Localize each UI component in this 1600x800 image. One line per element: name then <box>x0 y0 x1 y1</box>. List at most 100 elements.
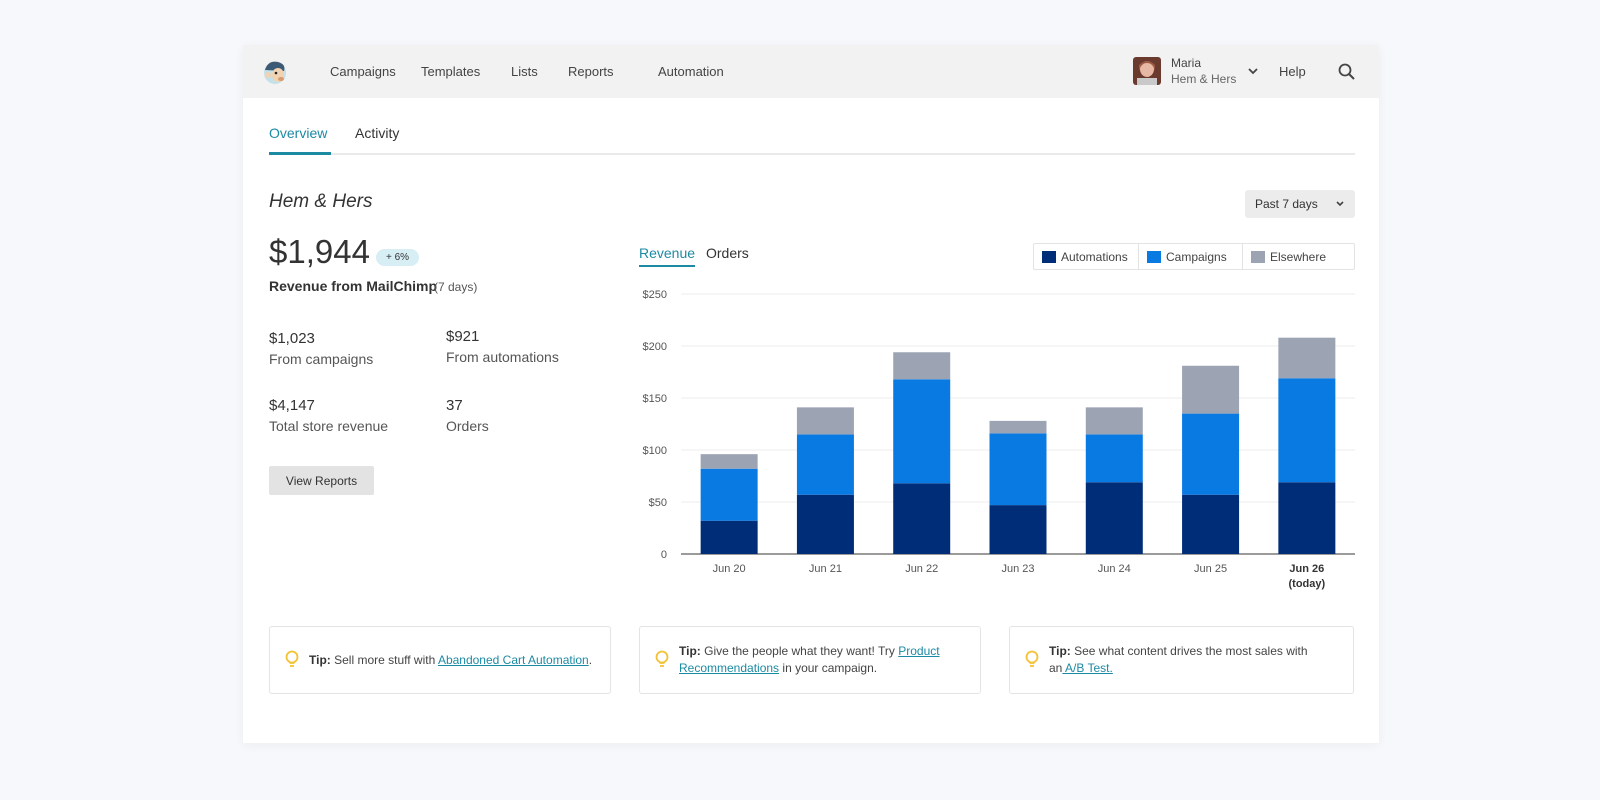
chevron-down-icon[interactable] <box>1246 66 1260 76</box>
tip-card: Tip: Sell more stuff with Abandoned Cart… <box>269 626 611 694</box>
y-tick-label: $100 <box>643 445 667 457</box>
revenue-bar-chart: $250 $200 $150 $100 $50 0 Jun 20 Jun 21 Jun 22 Ju… <box>643 289 1355 590</box>
tip-body: Give the people what they want! Try <box>700 644 899 658</box>
bar-segment-automations <box>1085 482 1143 554</box>
legend-item-elsewhere[interactable]: Elsewhere <box>1242 244 1354 269</box>
bar-segment-automations <box>796 494 854 554</box>
bar-segment-automations <box>1278 482 1336 554</box>
search-icon[interactable] <box>1337 62 1357 82</box>
bar-segment-elsewhere <box>989 420 1047 434</box>
y-tick-label: $150 <box>643 393 667 405</box>
user-org[interactable]: Hem & Hers <box>1171 72 1237 86</box>
user-photo-icon <box>1133 57 1161 85</box>
tabs-divider <box>269 153 1355 155</box>
bar-segment-automations <box>893 483 951 554</box>
tip-card: Tip: See what content drives the most sa… <box>1009 626 1354 694</box>
tab-activity[interactable]: Activity <box>355 125 400 141</box>
legend-item-campaigns[interactable]: Campaigns <box>1138 244 1242 269</box>
bar-segment-automations <box>700 520 758 554</box>
legend-label: Campaigns <box>1166 250 1227 264</box>
bar-segment-campaigns <box>893 379 951 484</box>
x-tick-label: Jun 24 <box>1098 563 1131 575</box>
bar-segment-elsewhere <box>1085 407 1143 435</box>
tip-end: . <box>588 653 593 667</box>
x-tick-label: Jun 26 <box>1289 563 1324 575</box>
chart-tab-orders[interactable]: Orders <box>706 245 749 261</box>
bar-segment-campaigns <box>989 433 1047 506</box>
nav-reports[interactable]: Reports <box>568 64 614 79</box>
tip-card: Tip: Give the people what they want! Try… <box>639 626 981 694</box>
y-tick-label: $50 <box>649 497 667 509</box>
chart-tab-revenue[interactable]: Revenue <box>639 245 696 261</box>
dashboard-card: Campaigns Templates Lists Reports Automa… <box>243 45 1379 743</box>
stat-store-revenue-value: $4,147 <box>269 397 315 414</box>
stat-orders-value: 37 <box>446 397 463 414</box>
product-recommendations-link[interactable]: Product Recommendations <box>679 644 940 675</box>
stat-automations-value: $921 <box>446 328 480 345</box>
revenue-change-badge: + 6% <box>376 249 419 266</box>
bar-segment-elsewhere <box>1278 337 1336 379</box>
legend-label: Automations <box>1061 250 1128 264</box>
bar-segment-elsewhere <box>796 407 854 435</box>
tip-label: Tip: <box>1049 644 1071 658</box>
tip-body: See what content drives the most sales w… <box>1049 644 1308 675</box>
tip-body: Sell more stuff with <box>330 653 438 667</box>
y-tick-label: $200 <box>643 341 667 353</box>
bar-segment-elsewhere <box>700 454 758 469</box>
lightbulb-icon <box>1025 650 1039 667</box>
stat-campaigns-value: $1,023 <box>269 330 315 347</box>
help-link[interactable]: Help <box>1279 64 1306 79</box>
ab-test-link[interactable]: A/B Test. <box>1062 661 1113 675</box>
chart-legend: Automations Campaigns Elsewhere <box>1033 243 1355 270</box>
abandoned-cart-link[interactable]: Abandoned Cart Automation <box>437 653 589 667</box>
nav-lists[interactable]: Lists <box>511 64 538 79</box>
tip-text: Tip: Give the people what they want! Try… <box>679 643 949 677</box>
stat-store-revenue-label: Total store revenue <box>269 418 389 434</box>
tip-label: Tip: <box>309 653 331 667</box>
chart-tab-active-indicator <box>639 265 695 267</box>
legend-swatch <box>1147 251 1161 263</box>
date-range-label: Past 7 days <box>1255 197 1318 211</box>
revenue-label: Revenue from MailChimp <box>269 278 438 294</box>
tab-overview[interactable]: Overview <box>269 125 328 141</box>
date-range-dropdown[interactable]: Past 7 days <box>1245 190 1355 218</box>
tip-end: in your campaign. <box>779 661 878 675</box>
top-nav-bar: Campaigns Templates Lists Reports Automa… <box>243 45 1379 98</box>
y-tick-label: $250 <box>643 289 667 301</box>
x-tick-label: Jun 25 <box>1194 563 1227 575</box>
lightbulb-icon <box>655 650 669 667</box>
lightbulb-icon <box>285 650 299 667</box>
user-name[interactable]: Maria <box>1171 56 1202 70</box>
bar-segment-automations <box>989 505 1047 554</box>
stat-orders-label: Orders <box>446 418 489 434</box>
x-tick-label: Jun 23 <box>1001 563 1034 575</box>
stat-campaigns-label: From campaigns <box>269 351 374 367</box>
nav-automation[interactable]: Automation <box>658 64 724 79</box>
bar-segment-elsewhere <box>893 352 951 380</box>
bar-segment-elsewhere <box>1182 365 1240 414</box>
avatar[interactable] <box>1133 57 1161 85</box>
x-tick-label: Jun 22 <box>905 563 938 575</box>
nav-templates[interactable]: Templates <box>421 64 481 79</box>
bar-segment-campaigns <box>1182 413 1240 495</box>
legend-item-automations[interactable]: Automations <box>1034 244 1138 269</box>
mailchimp-logo-icon[interactable] <box>260 57 290 87</box>
legend-swatch <box>1251 251 1265 263</box>
nav-campaigns[interactable]: Campaigns <box>330 64 396 79</box>
x-tick-label: Jun 20 <box>713 563 746 575</box>
legend-swatch <box>1042 251 1056 263</box>
bar-segment-campaigns <box>796 434 854 495</box>
view-reports-button[interactable]: View Reports <box>269 466 374 495</box>
y-tick-label: 0 <box>661 549 667 561</box>
x-tick-label: Jun 21 <box>809 563 842 575</box>
x-tick-sublabel: (today) <box>1289 578 1326 590</box>
chevron-down-icon <box>1336 201 1344 207</box>
stat-automations-label: From automations <box>446 349 559 365</box>
bar-segment-campaigns <box>1085 434 1143 483</box>
tip-text: Tip: Sell more stuff with Abandoned Cart… <box>309 652 604 669</box>
bar-segment-campaigns <box>700 468 758 521</box>
bar-segment-automations <box>1182 494 1240 554</box>
bar-segment-campaigns <box>1278 378 1336 483</box>
tab-active-indicator <box>269 152 331 155</box>
revenue-period: (7 days) <box>434 280 478 294</box>
